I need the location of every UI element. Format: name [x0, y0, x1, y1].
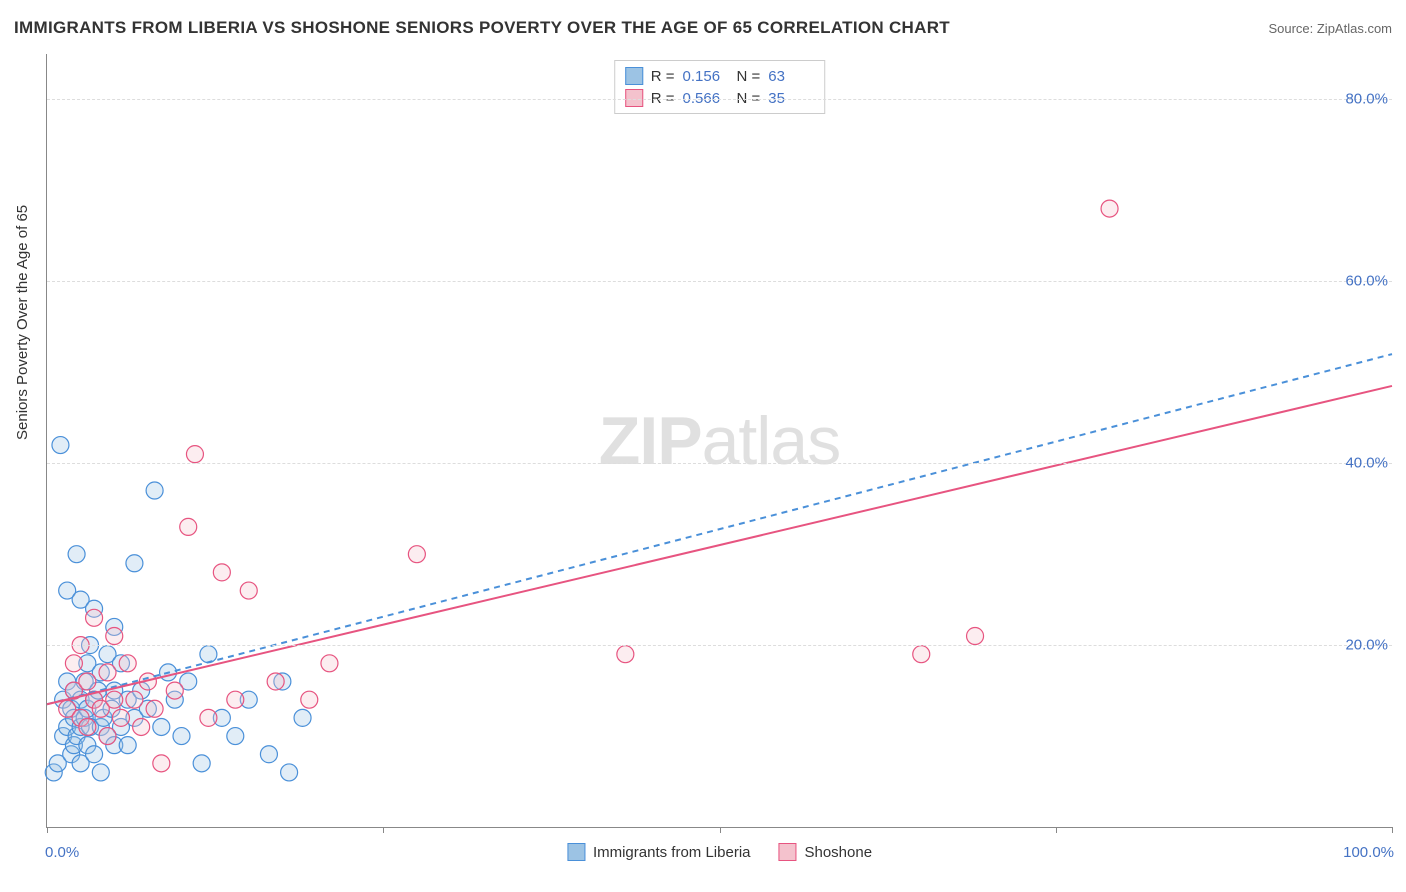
x-tick [1392, 827, 1393, 833]
chart-title: IMMIGRANTS FROM LIBERIA VS SHOSHONE SENI… [14, 18, 950, 38]
data-point [86, 746, 103, 763]
trend-line [47, 386, 1392, 704]
data-point [52, 437, 69, 454]
data-point [260, 746, 277, 763]
gridline [47, 645, 1392, 646]
data-point [301, 691, 318, 708]
series-legend-label: Immigrants from Liberia [593, 844, 751, 861]
data-point [119, 737, 136, 754]
data-point [617, 646, 634, 663]
data-point [200, 709, 217, 726]
data-point [79, 718, 96, 735]
data-point [92, 764, 109, 781]
header-row: IMMIGRANTS FROM LIBERIA VS SHOSHONE SENI… [14, 18, 1392, 38]
data-point [180, 518, 197, 535]
gridline [47, 463, 1392, 464]
data-point [1101, 200, 1118, 217]
data-point [86, 609, 103, 626]
data-point [65, 655, 82, 672]
r-value: 0.566 [683, 90, 729, 107]
series-legend: Immigrants from Liberia Shoshone [567, 843, 872, 861]
y-axis-label: Seniors Poverty Over the Age of 65 [14, 205, 31, 440]
data-point [153, 755, 170, 772]
n-value: 63 [768, 68, 814, 85]
data-point [146, 700, 163, 717]
legend-swatch [625, 67, 643, 85]
data-point [153, 718, 170, 735]
x-tick [1056, 827, 1057, 833]
data-point [200, 646, 217, 663]
series-legend-item: Shoshone [778, 843, 872, 861]
data-point [213, 564, 230, 581]
plot-area: ZIPatlas R =0.156N =63R =0.566N =35 Immi… [46, 54, 1392, 828]
r-value: 0.156 [683, 68, 729, 85]
data-point [408, 546, 425, 563]
data-point [281, 764, 298, 781]
data-point [913, 646, 930, 663]
data-point [133, 718, 150, 735]
data-point [126, 691, 143, 708]
data-point [146, 482, 163, 499]
r-label: R = [651, 68, 675, 85]
data-point [173, 728, 190, 745]
correlation-chart: IMMIGRANTS FROM LIBERIA VS SHOSHONE SENI… [0, 0, 1406, 892]
data-point [240, 582, 257, 599]
gridline [47, 99, 1392, 100]
legend-swatch [625, 89, 643, 107]
plot-svg [47, 54, 1392, 827]
x-axis-min-label: 0.0% [45, 844, 79, 861]
data-point [294, 709, 311, 726]
gridline [47, 281, 1392, 282]
data-point [321, 655, 338, 672]
data-point [79, 673, 96, 690]
n-label: N = [737, 68, 761, 85]
data-point [99, 728, 116, 745]
x-tick [720, 827, 721, 833]
data-point [68, 546, 85, 563]
y-tick-label: 80.0% [1345, 91, 1388, 108]
y-tick-label: 60.0% [1345, 273, 1388, 290]
source-attribution: Source: ZipAtlas.com [1268, 21, 1392, 36]
series-legend-item: Immigrants from Liberia [567, 843, 751, 861]
legend-swatch [567, 843, 585, 861]
data-point [967, 628, 984, 645]
trend-line [47, 354, 1392, 704]
x-tick [47, 827, 48, 833]
data-point [186, 446, 203, 463]
data-point [227, 691, 244, 708]
stats-legend-row: R = 0.156 N = 63 [621, 65, 819, 87]
r-label: R = [651, 90, 675, 107]
data-point [106, 628, 123, 645]
data-point [106, 691, 123, 708]
data-point [227, 728, 244, 745]
x-tick [383, 827, 384, 833]
y-tick-label: 20.0% [1345, 637, 1388, 654]
data-point [193, 755, 210, 772]
y-tick-label: 40.0% [1345, 455, 1388, 472]
stats-legend: R = 0.156 N = 63 R = 0.566 N = 35 [614, 60, 826, 114]
data-point [166, 682, 183, 699]
n-label: N = [737, 90, 761, 107]
stats-legend-row: R = 0.566 N = 35 [621, 87, 819, 109]
data-point [119, 655, 136, 672]
data-point [126, 555, 143, 572]
series-legend-label: Shoshone [804, 844, 872, 861]
data-point [267, 673, 284, 690]
x-axis-max-label: 100.0% [1343, 844, 1394, 861]
legend-swatch [778, 843, 796, 861]
n-value: 35 [768, 90, 814, 107]
data-point [99, 664, 116, 681]
data-point [112, 709, 129, 726]
